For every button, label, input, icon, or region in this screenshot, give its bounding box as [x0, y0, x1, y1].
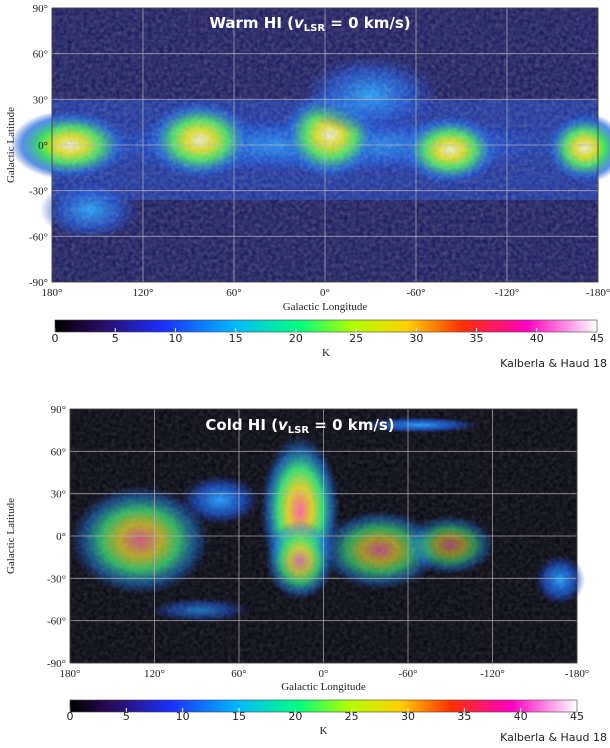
x-tick-label: -60° [406, 287, 425, 299]
y-tick-label: 30° [51, 489, 66, 501]
title-part: v [278, 416, 289, 434]
y-tick-label: -90° [47, 658, 66, 670]
colorbar-tick-label: 25 [349, 332, 363, 345]
colorbar-frame [54, 319, 598, 333]
x-tick-label: 0° [319, 668, 329, 680]
map-frame [51, 7, 599, 283]
colorbar-tick-label: 45 [570, 710, 584, 723]
colorbar-tick-label: 15 [232, 710, 246, 723]
title-part: = 0 km/s) [325, 14, 411, 32]
x-tick-label: 60° [226, 287, 241, 299]
y-tick-label: -30° [47, 573, 66, 585]
colorbar-frame [69, 699, 578, 713]
y-tick-label: 30° [33, 94, 48, 106]
colorbar [70, 700, 577, 712]
y-tick-label: -60° [29, 231, 48, 243]
x-axis-label: Galactic Longitude [281, 681, 366, 693]
colorbar-tick-label: 10 [176, 710, 190, 723]
x-axis-label: Galactic Longitude [283, 301, 368, 313]
credit: Kalberla & Haud 18 [500, 731, 607, 744]
colorbar-label: K [320, 725, 328, 737]
y-tick-label: 0° [56, 531, 66, 543]
colorbar-tick-label: 5 [112, 332, 119, 345]
colorbar-tick-label: 40 [514, 710, 528, 723]
title-part: v [294, 14, 305, 32]
colorbar-tick-label: 30 [409, 332, 423, 345]
colorbar-tick-label: 30 [401, 710, 415, 723]
colorbar-tick-label: 15 [229, 332, 243, 345]
y-axis-label: Galactic Latitude [5, 107, 17, 183]
colorbar-label: K [322, 347, 330, 359]
title-part: = 0 km/s) [309, 416, 395, 434]
y-tick-label: -30° [29, 186, 48, 198]
title-part: Warm HI ( [209, 14, 294, 32]
y-axis-label: Galactic Latitude [5, 498, 17, 574]
colorbar-tick-label: 25 [345, 710, 359, 723]
x-tick-label: 0° [320, 287, 330, 299]
x-tick-label: 180° [42, 287, 63, 299]
colorbar-tick-label: 10 [168, 332, 182, 345]
credit: Kalberla & Haud 18 [500, 357, 607, 370]
x-tick-label: 120° [133, 287, 154, 299]
y-tick-label: 90° [33, 3, 48, 15]
x-tick-label: -60° [398, 668, 417, 680]
colorbar [55, 320, 597, 332]
title-part: LSR [288, 425, 310, 436]
y-tick-label: -90° [29, 277, 48, 289]
x-tick-label: 60° [231, 668, 246, 680]
y-tick-label: 90° [51, 404, 66, 416]
y-tick-label: 0° [38, 140, 48, 152]
map-frame [69, 408, 578, 664]
colorbar-tick-label: 0 [67, 710, 74, 723]
chart-title: Warm HI (vLSR = 0 km/s) [209, 14, 410, 34]
colorbar-tick-label: 35 [470, 332, 484, 345]
colorbar-tick-label: 0 [52, 332, 59, 345]
y-tick-label: 60° [33, 49, 48, 61]
x-tick-label: -180° [565, 668, 590, 680]
colorbar-tick-label: 35 [457, 710, 471, 723]
title-part: LSR [304, 23, 326, 34]
colorbar-tick-label: 40 [530, 332, 544, 345]
x-tick-label: -180° [586, 287, 610, 299]
x-tick-label: -120° [480, 668, 505, 680]
title-part: Cold HI ( [205, 416, 278, 434]
chart-title: Cold HI (vLSR = 0 km/s) [205, 416, 394, 436]
y-tick-label: 60° [51, 446, 66, 458]
y-tick-label: -60° [47, 616, 66, 628]
x-tick-label: -120° [495, 287, 520, 299]
colorbar-tick-label: 20 [289, 332, 303, 345]
colorbar-tick-label: 45 [590, 332, 604, 345]
colorbar-tick-label: 5 [123, 710, 130, 723]
x-tick-label: 120° [144, 668, 165, 680]
colorbar-tick-label: 20 [288, 710, 302, 723]
x-tick-label: 180° [60, 668, 81, 680]
